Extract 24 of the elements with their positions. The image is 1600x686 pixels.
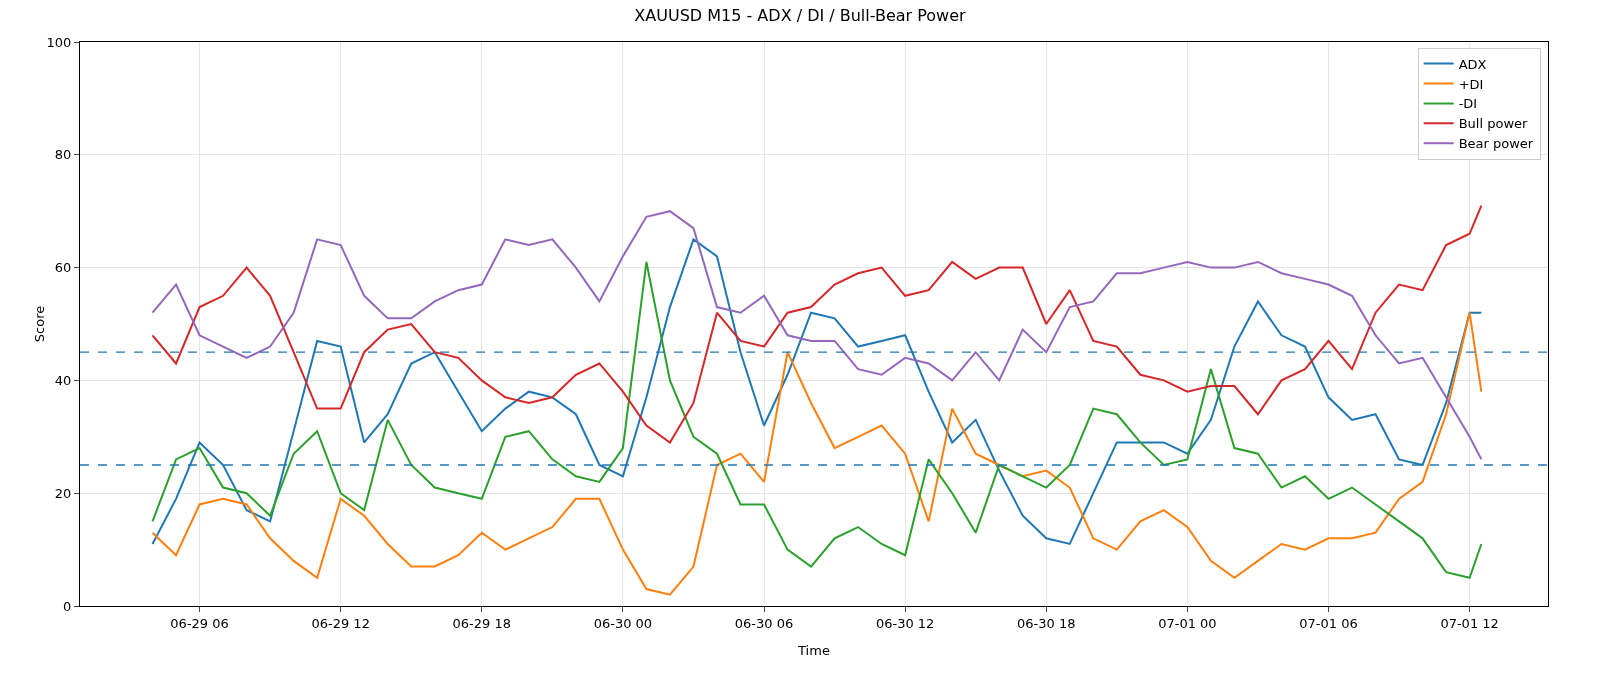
y-tick-label: 40 (54, 372, 72, 388)
y-tick-label: 80 (54, 147, 72, 163)
x-tick-label: 06-30 12 (875, 615, 935, 631)
legend-label: Bear power (1458, 136, 1534, 152)
x-tick-label: 06-29 06 (170, 615, 229, 631)
x-tick-label: 06-30 06 (734, 615, 794, 631)
legend-label: Bull power (1458, 116, 1529, 132)
legend-label: +DI (1458, 76, 1484, 92)
x-tick-label: 07-01 12 (1440, 615, 1499, 631)
x-tick-label: 06-30 00 (593, 615, 653, 631)
y-tick-label: 20 (54, 485, 72, 501)
legend-label: ADX (1458, 56, 1487, 72)
y-tick-label: 100 (46, 34, 72, 50)
y-axis-title: Score (32, 305, 47, 343)
legend-label: -DI (1458, 96, 1478, 112)
x-tick-label: 06-29 12 (311, 615, 370, 631)
y-tick-label: 60 (54, 260, 72, 276)
x-tick-label: 06-30 18 (1017, 615, 1076, 631)
x-tick-label: 07-01 00 (1158, 615, 1217, 631)
x-tick-label: 07-01 06 (1299, 615, 1358, 631)
chart-title: XAUUSD M15 - ADX / DI / Bull-Bear Power (634, 6, 967, 26)
x-tick-label: 06-29 18 (452, 615, 512, 631)
x-axis-title: Time (797, 643, 830, 658)
y-tick-label: 0 (63, 598, 72, 614)
